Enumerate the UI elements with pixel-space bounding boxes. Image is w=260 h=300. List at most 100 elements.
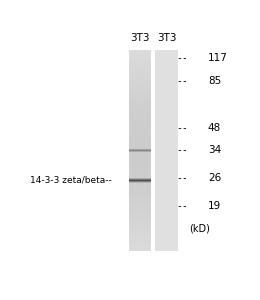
Text: 19: 19	[208, 201, 221, 211]
Bar	[129, 134, 151, 136]
Bar	[129, 174, 151, 176]
Bar	[129, 201, 151, 203]
Bar	[129, 140, 151, 142]
Bar	[129, 179, 151, 181]
Bar	[129, 206, 151, 208]
Bar	[129, 152, 151, 153]
Bar	[129, 50, 151, 52]
Bar	[129, 216, 151, 218]
Bar	[129, 227, 151, 229]
Bar	[129, 107, 151, 109]
Bar	[129, 192, 151, 194]
Bar	[129, 144, 151, 146]
Text: --: --	[176, 145, 188, 155]
Bar	[129, 237, 151, 239]
Bar	[129, 177, 151, 179]
Bar	[129, 236, 151, 238]
Bar	[129, 127, 151, 129]
Bar	[129, 148, 151, 149]
Bar	[129, 148, 151, 149]
Bar	[129, 167, 151, 169]
Bar	[129, 98, 151, 100]
Bar	[155, 50, 178, 251]
Bar	[129, 151, 151, 152]
Bar	[129, 73, 151, 75]
Bar	[129, 125, 151, 127]
Bar	[129, 249, 151, 251]
Bar	[129, 142, 151, 144]
Bar	[129, 212, 151, 214]
Bar	[129, 178, 151, 179]
Bar	[129, 170, 151, 172]
Text: 85: 85	[208, 76, 221, 86]
Bar	[129, 150, 151, 151]
Bar	[129, 53, 151, 55]
Bar	[129, 85, 151, 87]
Bar	[129, 165, 151, 167]
Bar	[129, 179, 151, 180]
Bar	[129, 180, 151, 181]
Bar	[129, 246, 151, 248]
Bar	[129, 113, 151, 116]
Bar	[129, 178, 151, 179]
Bar	[129, 148, 151, 149]
Bar	[129, 75, 151, 77]
Text: 3T3: 3T3	[157, 33, 176, 43]
Bar	[129, 162, 151, 164]
Bar	[129, 178, 151, 179]
Bar	[129, 100, 151, 102]
Bar	[129, 169, 151, 171]
Bar	[129, 221, 151, 223]
Bar	[129, 65, 151, 67]
Bar	[129, 222, 151, 224]
Bar	[129, 78, 151, 80]
Text: 3T3: 3T3	[131, 33, 150, 43]
Bar	[129, 92, 151, 94]
Bar	[129, 185, 151, 188]
Bar	[129, 120, 151, 122]
Bar	[129, 184, 151, 186]
Bar	[129, 135, 151, 137]
Bar	[129, 202, 151, 204]
Bar	[129, 110, 151, 112]
Text: --: --	[176, 123, 188, 134]
Bar	[129, 67, 151, 68]
Bar	[129, 226, 151, 228]
Text: 117: 117	[208, 53, 228, 63]
Text: (kD): (kD)	[189, 224, 210, 234]
Bar	[129, 209, 151, 211]
Bar	[129, 129, 151, 130]
Bar	[129, 196, 151, 197]
Bar	[129, 187, 151, 189]
Bar	[129, 80, 151, 82]
Bar	[129, 137, 151, 139]
Text: --: --	[176, 53, 188, 63]
Bar	[129, 139, 151, 140]
Bar	[129, 61, 151, 64]
Bar	[129, 58, 151, 60]
Bar	[129, 109, 151, 110]
Bar	[129, 147, 151, 149]
Bar	[129, 82, 151, 84]
Bar	[129, 52, 151, 53]
Bar	[129, 224, 151, 226]
Text: 26: 26	[208, 173, 221, 183]
Bar	[129, 207, 151, 209]
Bar	[129, 155, 151, 157]
Bar	[129, 72, 151, 74]
Bar	[129, 150, 151, 151]
Bar	[129, 159, 151, 161]
Text: --: --	[176, 201, 188, 211]
Bar	[129, 150, 151, 151]
Bar	[129, 55, 151, 57]
Text: 14-3-3 zeta/beta--: 14-3-3 zeta/beta--	[30, 176, 112, 185]
Bar	[129, 182, 151, 183]
Bar	[129, 151, 151, 152]
Bar	[129, 178, 151, 179]
Bar	[129, 241, 151, 243]
Bar	[129, 189, 151, 191]
Bar	[129, 214, 151, 216]
Bar	[129, 164, 151, 166]
Bar	[129, 130, 151, 132]
Bar	[129, 70, 151, 72]
